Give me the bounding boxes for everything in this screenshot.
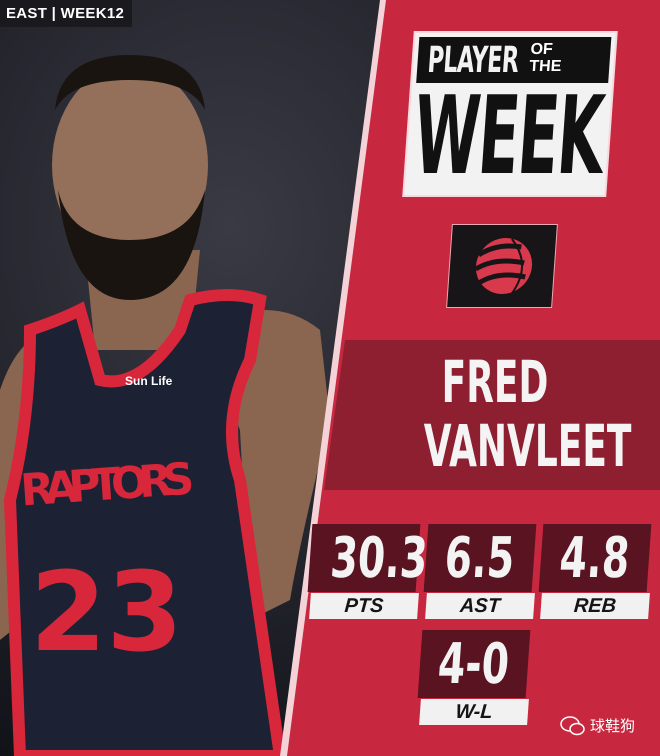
- raptors-logo-icon: [474, 238, 533, 294]
- conference-week-tag: EAST | WEEK12: [0, 0, 133, 27]
- stat-ast: 6.5 AST: [423, 524, 537, 619]
- svg-text:Sun Life: Sun Life: [125, 374, 173, 388]
- stat-reb: 4.8 REB: [538, 524, 652, 619]
- stat-wl: 4-0 W-L: [417, 630, 531, 725]
- player-name: FRED VANVLEET: [423, 348, 632, 480]
- svg-text:RAPTORS: RAPTORS: [19, 453, 202, 516]
- player-of-the-week-title: PLAYER OF THE WEEK: [404, 33, 616, 199]
- jersey-text: Sun Life RAPTORS 23: [19, 374, 202, 676]
- stat-pts: 30.3 PTS: [307, 524, 430, 619]
- watermark: 球鞋狗: [560, 715, 635, 736]
- svg-text:23: 23: [30, 548, 183, 676]
- team-logo: [447, 225, 557, 307]
- wechat-icon: [560, 715, 585, 735]
